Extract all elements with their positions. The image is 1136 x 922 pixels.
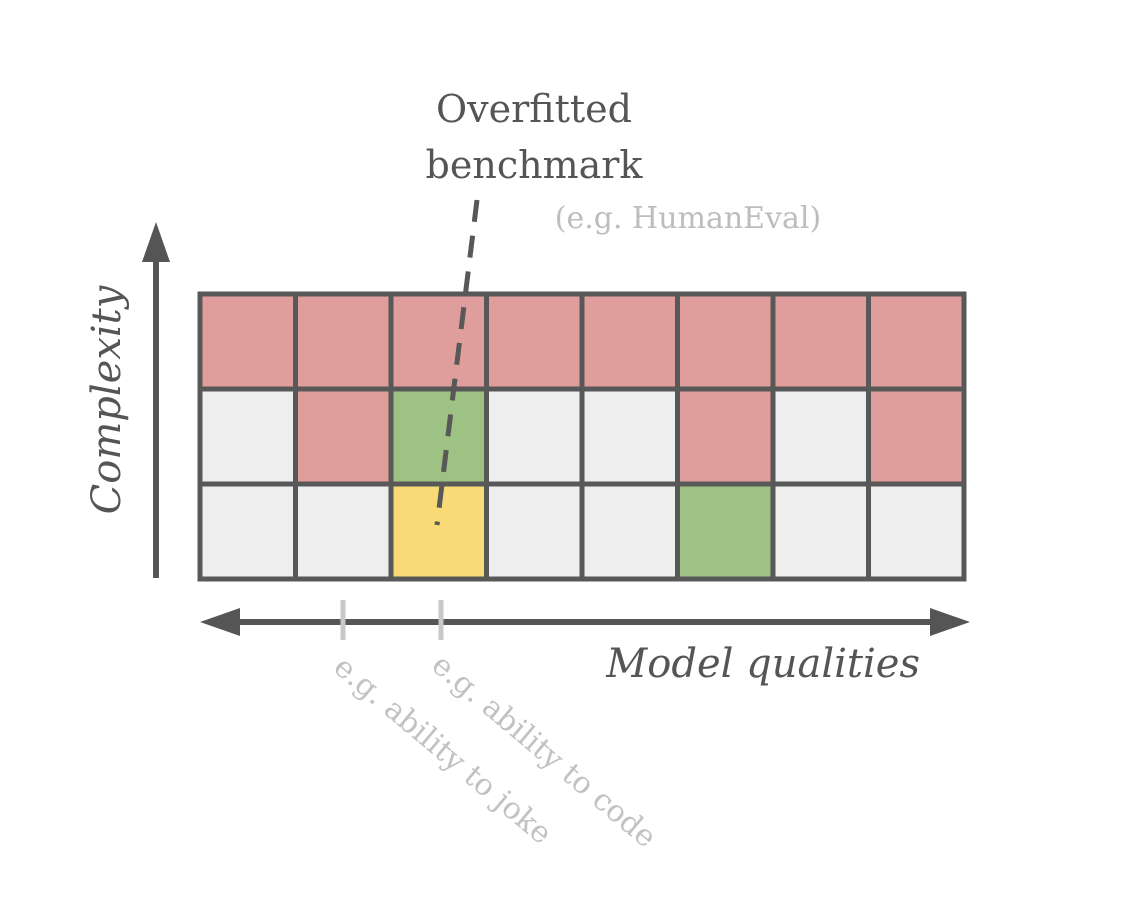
grid-cell-r1-c3-red bbox=[388, 291, 489, 392]
grid-cell-r1-c5-red bbox=[579, 291, 680, 392]
grid-cell-r2-c2-red bbox=[293, 386, 394, 487]
grid-cell-r3-c7-gray bbox=[770, 481, 871, 582]
title-line-1: Overfitted bbox=[436, 87, 632, 131]
complexity-axis-arrow bbox=[142, 222, 170, 578]
grid-cell-r2-c7-gray bbox=[770, 386, 871, 487]
grid-cell-r1-c1-red bbox=[197, 291, 298, 392]
grid-cell-r3-c5-gray bbox=[579, 481, 680, 582]
grid-cell-r2-c6-red bbox=[675, 386, 776, 487]
grid-cell-r2-c4-gray bbox=[484, 386, 585, 487]
grid-cell-r1-c4-red bbox=[484, 291, 585, 392]
grid-cell-r3-c6-green bbox=[675, 481, 776, 582]
title-line-2: benchmark bbox=[426, 143, 644, 187]
grid-cell-r3-c1-gray bbox=[197, 481, 298, 582]
grid-cell-r2-c1-gray bbox=[197, 386, 298, 487]
model-qualities-axis-arrow bbox=[200, 608, 970, 636]
grid-cell-r3-c2-gray bbox=[293, 481, 394, 582]
grid-cell-r2-c5-gray bbox=[579, 386, 680, 487]
x-axis-label: Model qualities bbox=[605, 641, 920, 687]
grid-cell-r2-c3-green bbox=[388, 386, 489, 487]
benchmark-dashed-line bbox=[434, 199, 480, 526]
quality-grid bbox=[197, 291, 967, 582]
grid-cell-r1-c7-red bbox=[770, 291, 871, 392]
y-axis-label: Complexity bbox=[84, 284, 130, 514]
grid-cell-r3-c8-gray bbox=[866, 481, 967, 582]
grid-cell-r1-c8-red bbox=[866, 291, 967, 392]
grid-cell-r2-c8-red bbox=[866, 386, 967, 487]
grid-cell-r3-c4-gray bbox=[484, 481, 585, 582]
title-note: (e.g. HumanEval) bbox=[555, 201, 821, 236]
grid-cell-r1-c2-red bbox=[293, 291, 394, 392]
grid-cell-r1-c6-red bbox=[675, 291, 776, 392]
